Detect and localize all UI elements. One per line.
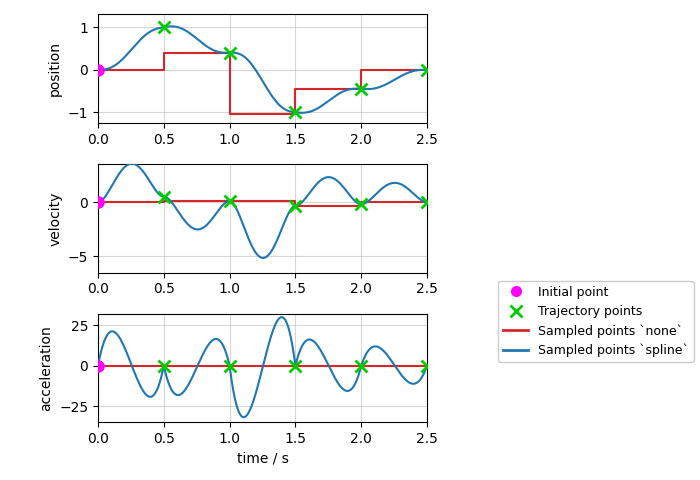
X-axis label: time / s: time / s [237,452,288,466]
Y-axis label: velocity: velocity [48,191,62,246]
Legend: Initial point, Trajectory points, Sampled points `none`, Sampled points `spline`: Initial point, Trajectory points, Sample… [498,281,694,362]
Y-axis label: acceleration: acceleration [40,325,54,411]
Y-axis label: position: position [48,41,62,96]
